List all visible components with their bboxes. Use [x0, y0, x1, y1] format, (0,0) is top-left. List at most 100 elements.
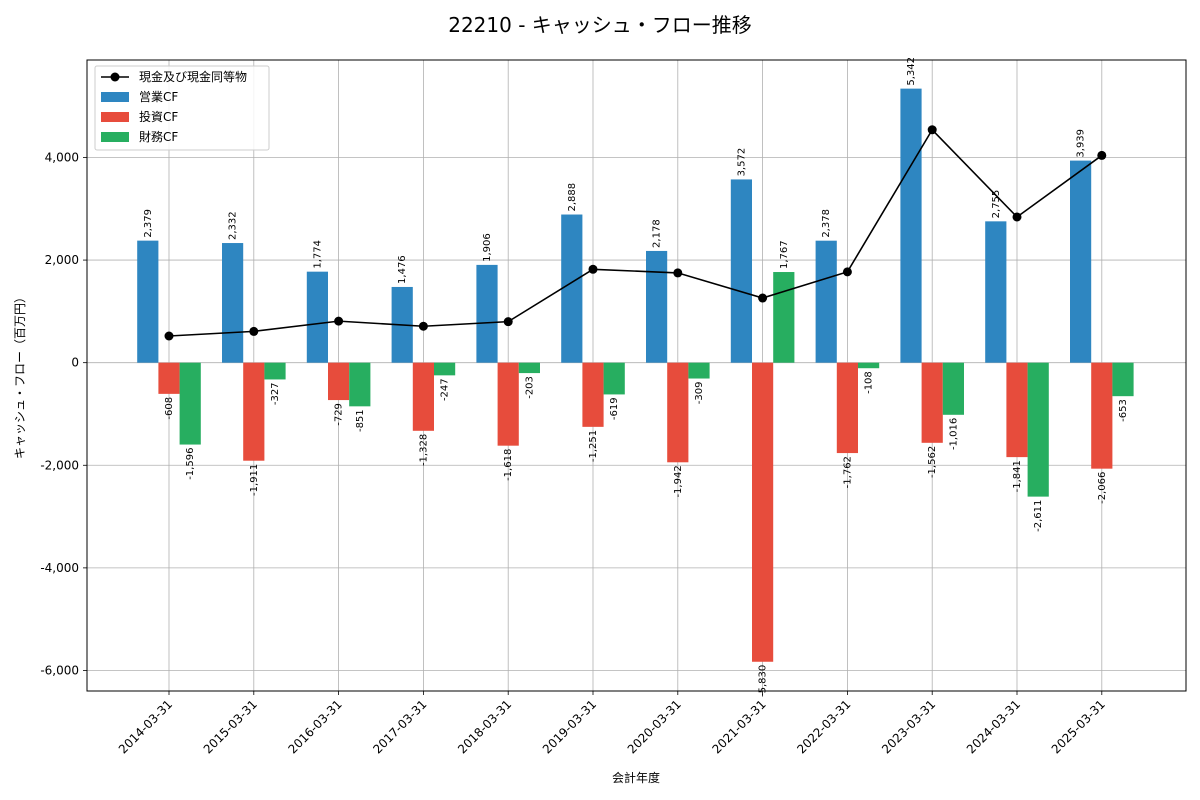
chart-title: 22210 - キャッシュ・フロー推移 — [448, 13, 752, 37]
bar — [985, 221, 1007, 363]
bar-value-label: -1,328 — [418, 434, 429, 466]
bar — [518, 362, 540, 374]
bar — [476, 264, 498, 363]
x-tick-label: 2015-03-31 — [201, 697, 260, 756]
bar-value-label: 2,378 — [821, 209, 832, 238]
y-tick-label: -4,000 — [40, 561, 79, 575]
legend-swatch — [101, 132, 129, 142]
bar-value-label: 2,332 — [228, 211, 239, 240]
y-tick-label: 4,000 — [45, 150, 79, 164]
bar-value-label: 1,906 — [482, 233, 493, 262]
bar — [497, 362, 519, 446]
x-tick-label: 2020-03-31 — [625, 697, 684, 756]
bar-value-label: 2,379 — [143, 209, 154, 238]
legend-label: 投資CF — [139, 109, 178, 124]
bar — [836, 362, 858, 454]
bar — [773, 272, 795, 363]
bar — [646, 250, 668, 363]
x-tick-label: 2024-03-31 — [964, 697, 1023, 756]
bar-value-label: -608 — [164, 397, 175, 420]
bar — [1112, 362, 1134, 397]
bar — [158, 362, 180, 394]
bar — [582, 362, 604, 427]
bar-value-label: 2,178 — [652, 219, 663, 248]
cash-line-point — [249, 326, 259, 336]
bar — [306, 271, 328, 363]
cash-line-point — [503, 317, 513, 327]
legend-marker — [110, 72, 120, 82]
bar-value-label: 2,888 — [567, 183, 578, 212]
y-tick-label: -2,000 — [40, 458, 79, 472]
bar-value-label: -851 — [355, 409, 366, 432]
bar — [752, 362, 774, 662]
x-tick-label: 2017-03-31 — [370, 697, 429, 756]
bar — [688, 362, 710, 379]
bar — [137, 240, 159, 363]
bar-value-label: -327 — [270, 382, 281, 405]
bar-value-label: -309 — [694, 382, 705, 405]
legend-box — [94, 65, 270, 151]
cash-line-point — [842, 267, 852, 277]
x-tick-label: 2021-03-31 — [710, 697, 769, 756]
x-axis-label: 会計年度 — [612, 770, 660, 785]
bar-value-label: 3,572 — [736, 148, 747, 177]
cash-line-point — [334, 316, 344, 326]
cash-line-point — [1097, 150, 1107, 160]
cash-line-point — [927, 125, 937, 135]
x-axis-ticks: 2014-03-31 2015-03-31 2016-03-31 2017-03-31… — [116, 691, 1108, 756]
bar — [1027, 362, 1049, 497]
bar-value-label: -1,762 — [842, 456, 853, 488]
cash-line — [164, 125, 1107, 341]
bar — [1070, 160, 1092, 363]
y-tick-label: -6,000 — [40, 663, 79, 677]
plot-frame — [86, 59, 1187, 692]
y-axis-ticks: -6,000 -4,000 -2,000 0 2,000 4,000 — [40, 150, 87, 677]
legend-swatch — [101, 92, 129, 102]
cash-line-point — [673, 268, 683, 278]
bar — [942, 362, 964, 415]
x-tick-label: 2018-03-31 — [455, 697, 514, 756]
bar — [412, 362, 434, 431]
bar — [243, 362, 265, 461]
x-tick-label: 2019-03-31 — [540, 697, 599, 756]
bar — [1091, 362, 1113, 469]
bar-value-label: -1,251 — [588, 430, 599, 462]
bar — [921, 362, 943, 443]
bar — [815, 240, 837, 363]
bar-value-label: -2,611 — [1033, 500, 1044, 532]
bar-value-label: 1,767 — [779, 240, 790, 269]
legend-swatch — [101, 112, 129, 122]
bar-value-label: 5,342 — [906, 57, 917, 86]
bar — [222, 243, 244, 363]
x-tick-label: 2023-03-31 — [879, 697, 938, 756]
bar-value-label: -653 — [1118, 399, 1129, 422]
bar — [1006, 362, 1028, 458]
y-tick-label: 0 — [71, 356, 79, 370]
x-tick-label: 2016-03-31 — [286, 697, 345, 756]
bar — [434, 362, 456, 376]
bar — [667, 362, 689, 463]
bar-value-label: 3,939 — [1076, 129, 1087, 158]
bar — [858, 362, 880, 369]
bar — [900, 88, 922, 363]
bar-value-label: -1,596 — [185, 448, 196, 480]
bars — [137, 88, 1134, 662]
bar-value-label: -619 — [609, 397, 620, 420]
cash-line-point — [758, 293, 768, 303]
bar — [561, 214, 583, 363]
cash-line-path — [168, 128, 1103, 337]
bar-value-label: -1,942 — [673, 465, 684, 497]
x-tick-label: 2014-03-31 — [116, 697, 175, 756]
cash-line-point — [588, 264, 598, 274]
data-labels: 2,379 2,332 1,774 1,476 1,906 2,888 2,178 3,572… — [143, 57, 1129, 697]
y-tick-label: 2,000 — [45, 253, 79, 267]
bar-value-label: 1,476 — [397, 255, 408, 284]
bar — [264, 362, 286, 380]
bar-value-label: -729 — [334, 403, 345, 426]
bar-value-label: -2,066 — [1097, 472, 1108, 504]
bar-value-label: -1,911 — [249, 464, 260, 496]
bar-value-label: -1,016 — [948, 418, 959, 450]
bar — [328, 362, 350, 401]
bar-value-label: 1,774 — [312, 240, 323, 269]
y-axis-label: キャッシュ・フロー（百万円） — [13, 291, 27, 459]
